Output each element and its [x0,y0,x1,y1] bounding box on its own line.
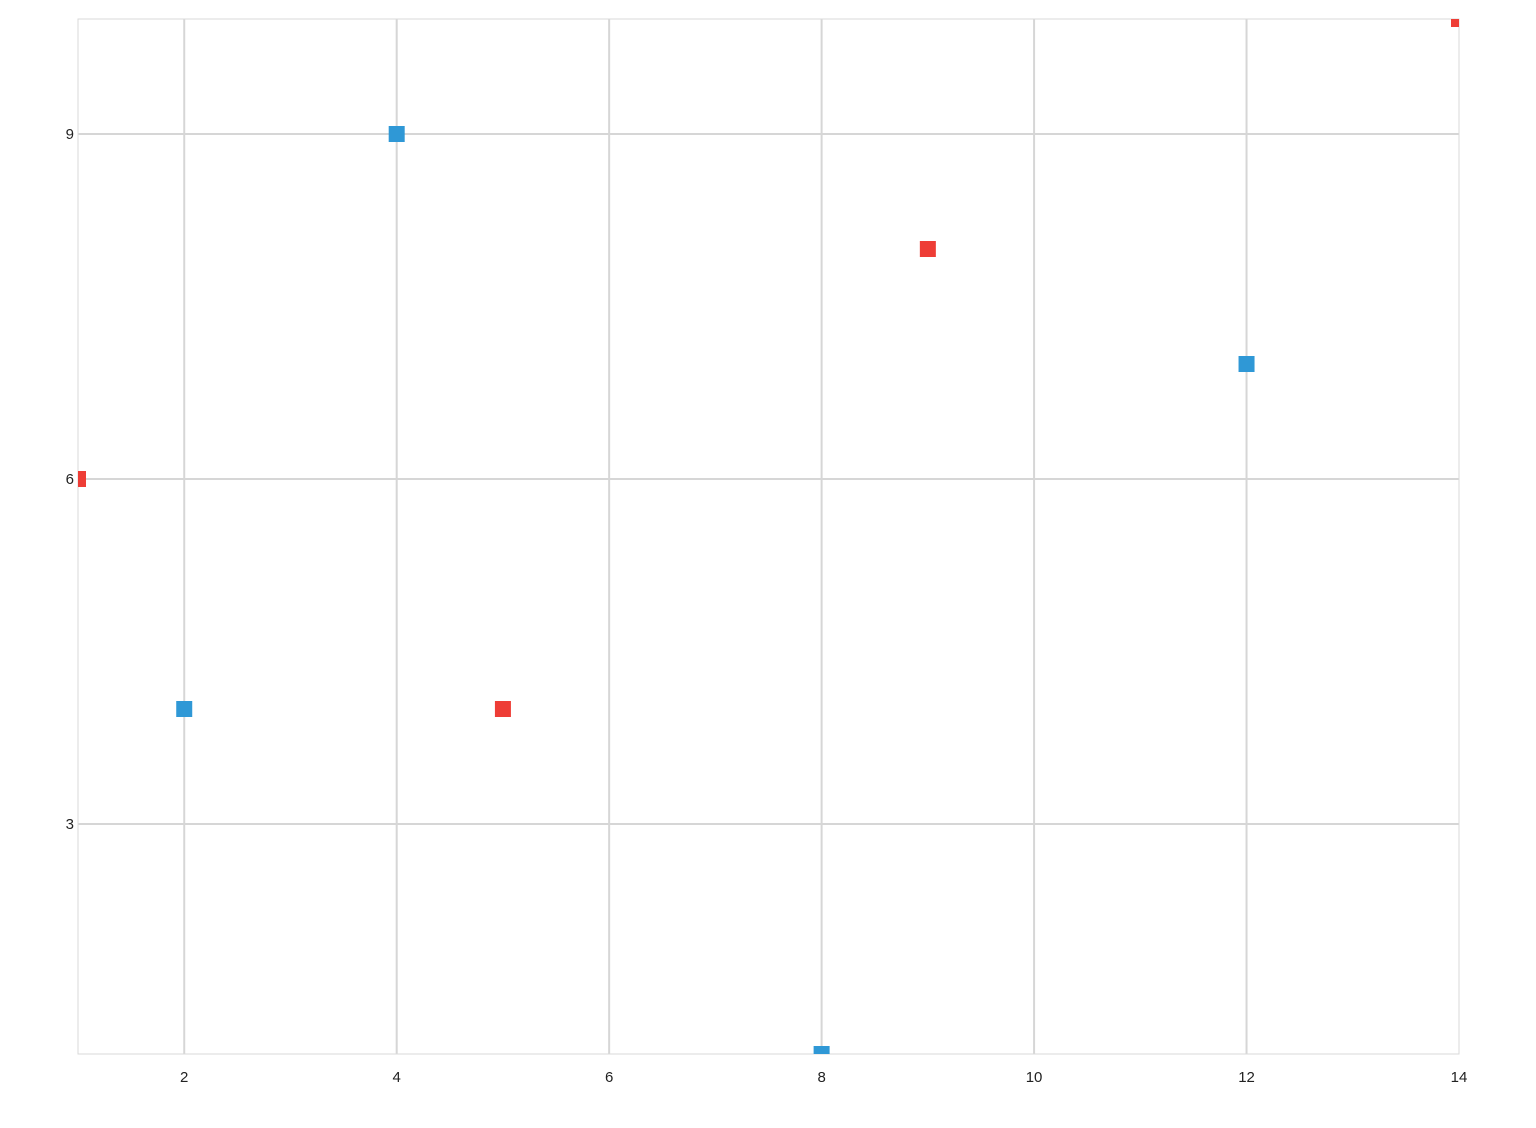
data-point-series-2 [78,471,86,487]
data-point-series-2 [919,241,936,257]
data-point-series-2 [494,701,511,717]
y-axis-tick-labels: 3 6 9 [66,126,74,833]
x-tick-label: 2 [180,1069,188,1086]
data-points [78,19,1459,1054]
y-tick-label: 9 [66,126,74,143]
y-tick-label: 6 [66,471,74,488]
data-point-series-1 [813,1046,830,1054]
x-tick-label: 10 [1026,1069,1043,1086]
data-point-series-1 [176,701,193,717]
data-point-series-2 [1451,19,1459,27]
data-point-series-1 [388,126,405,142]
x-tick-label: 14 [1451,1069,1468,1086]
x-tick-label: 4 [393,1069,401,1086]
data-point-series-1 [1238,356,1255,372]
x-axis-tick-labels: 2 4 6 8 10 12 14 [180,1069,1467,1086]
x-tick-label: 6 [605,1069,613,1086]
plot-area-frame [77,18,1460,1055]
x-tick-label: 12 [1238,1069,1255,1086]
x-tick-label: 8 [817,1069,825,1086]
grid-lines [78,19,1459,1054]
y-tick-label: 3 [66,816,74,833]
